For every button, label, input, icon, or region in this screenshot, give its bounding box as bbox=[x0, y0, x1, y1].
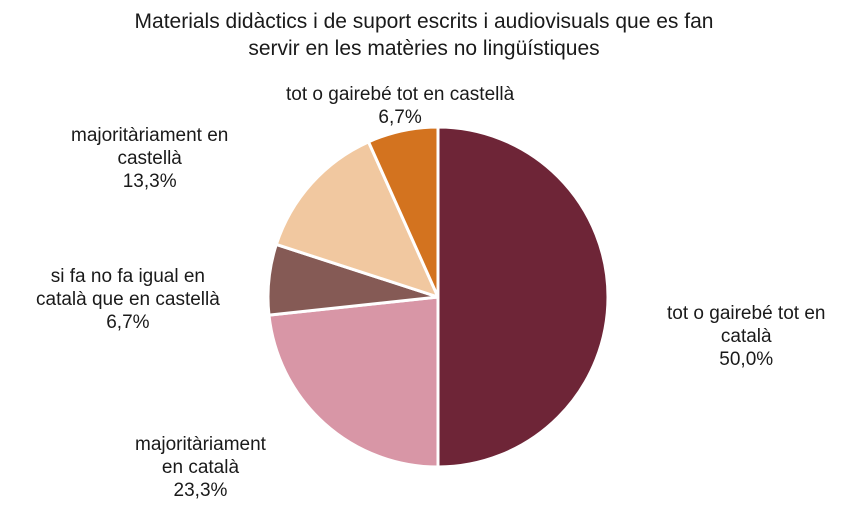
pie-slice-3 bbox=[274, 140, 440, 299]
slice-value-3: 13,3% bbox=[122, 171, 177, 192]
slice-label-2-line-0: si fa no fa igual en bbox=[50, 266, 205, 287]
slice-label-0-line-1: català bbox=[720, 326, 772, 347]
slice-label-3: majoritàriament en castellà 13,3% bbox=[71, 124, 228, 193]
pie-slice-4 bbox=[367, 125, 440, 299]
slice-label-2: si fa no fa igual en català que en castel… bbox=[36, 265, 220, 334]
slice-label-0-line-0: tot o gairebé tot en bbox=[667, 303, 826, 324]
slice-label-2-line-1: català que en castellà bbox=[36, 289, 220, 310]
slice-value-0: 50,0% bbox=[719, 349, 774, 370]
slice-label-1-line-1: en català bbox=[161, 457, 240, 478]
slice-value-1: 23,3% bbox=[173, 480, 228, 501]
slice-label-4-line-0: tot o gairebé tot en castellà bbox=[286, 84, 515, 105]
slice-value-2: 6,7% bbox=[106, 312, 150, 333]
slice-label-3-line-1: castellà bbox=[117, 148, 182, 169]
slice-label-1: majoritàriament en català 23,3% bbox=[135, 433, 266, 502]
slice-label-1-line-0: majoritàriament bbox=[135, 434, 266, 455]
chart-title-line-2: servir en les matèries no lingüístiques bbox=[248, 37, 600, 60]
chart-title-line-1: Materials didàctics i de suport escrits … bbox=[134, 10, 714, 33]
pie-slice-1 bbox=[267, 295, 440, 469]
slice-label-0: tot o gairebé tot en català 50,0% bbox=[667, 302, 825, 371]
slice-label-3-line-0: majoritàriament en bbox=[71, 125, 229, 146]
pie-slice-0 bbox=[436, 125, 610, 469]
slice-label-4: tot o gairebé tot en castellà 6,7% bbox=[286, 83, 514, 129]
slice-value-4: 6,7% bbox=[378, 107, 422, 128]
